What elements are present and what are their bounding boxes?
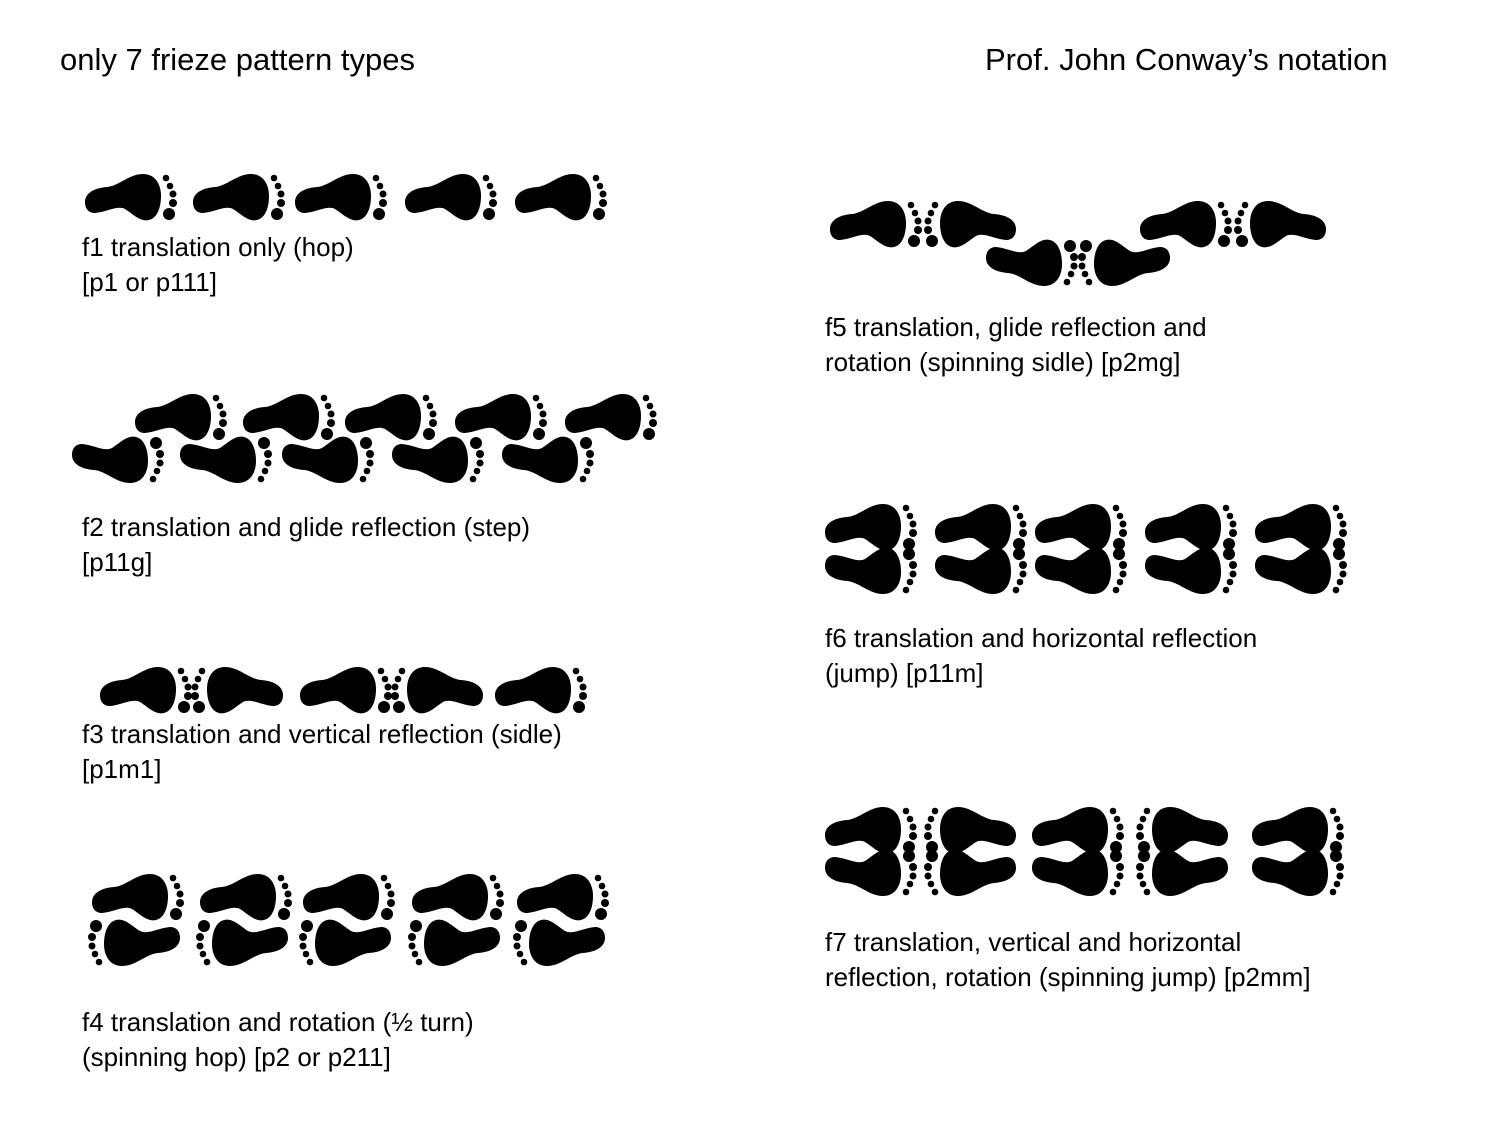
footprint-icon-f7-10 <box>1252 849 1344 896</box>
footprint-icon-f7-8 <box>1136 849 1228 896</box>
pattern-f4-caption-line-1: f4 translation and rotation (½ turn) <box>82 1007 474 1037</box>
footprint-icon-f5-6 <box>1078 239 1170 286</box>
footprint-icon-f3-3 <box>300 667 392 714</box>
header-left-title: only 7 frieze pattern types <box>60 42 415 77</box>
pattern-f7-caption-line-2: reflection, rotation (spinning jump) [p2… <box>825 962 1311 992</box>
pattern-f1-caption-line-2: [p1 or p111] <box>82 267 217 297</box>
pattern-f7-caption: f7 translation, vertical and horizontal … <box>825 925 1311 995</box>
pattern-f3-caption-line-1: f3 translation and vertical reflection (… <box>82 719 562 749</box>
footprint-icon-f5-2 <box>924 201 1016 248</box>
footprint-icon-f6-6 <box>1035 547 1127 594</box>
footprint-icon-f2-4 <box>180 436 272 483</box>
footprint-icon-f4-10 <box>513 919 605 966</box>
footprint-icon-f5-4 <box>1234 201 1326 248</box>
footprint-icon-f6-3 <box>935 504 1027 551</box>
pattern-f5-caption-line-1: f5 translation, glide reflection and <box>825 312 1207 342</box>
footprint-icon-f7-1 <box>825 807 917 854</box>
footprint-icon-f1-3 <box>295 174 387 221</box>
footprint-icon-f6-5 <box>1035 504 1127 551</box>
footprint-icon-f4-3 <box>200 874 292 921</box>
footprint-icon-f7-2 <box>825 849 917 896</box>
footprint-icon-f2-2 <box>72 436 164 483</box>
footprint-icon-f6-2 <box>825 547 917 594</box>
footprint-icon-f6-8 <box>1145 547 1237 594</box>
footprint-icon-f4-7 <box>412 874 504 921</box>
pattern-f4-caption: f4 translation and rotation (½ turn) (sp… <box>82 1005 474 1075</box>
footprint-icon-f2-3 <box>243 394 335 441</box>
pattern-f3-caption-line-2: [p1m1] <box>82 754 162 784</box>
footprint-icon-f2-10 <box>502 436 594 483</box>
footprint-icon-f4-4 <box>196 919 288 966</box>
footprint-icon-f6-10 <box>1255 547 1347 594</box>
footprint-icon-f3-1 <box>100 667 192 714</box>
footprint-icon-f7-4 <box>924 849 1016 896</box>
footprint-icon-f7-3 <box>924 807 1016 854</box>
pattern-f2-caption-line-2: [p11g] <box>82 547 153 577</box>
footprint-icon-f1-4 <box>405 174 497 221</box>
footprint-icon-f1-5 <box>515 174 607 221</box>
footprint-icon-f7-7 <box>1136 807 1228 854</box>
footprint-icon-f2-1 <box>135 394 227 441</box>
footprint-icon-f3-5 <box>495 667 587 714</box>
pattern-f4-caption-line-2: (spinning hop) [p2 or p211] <box>82 1042 391 1072</box>
footprint-icon-f7-9 <box>1252 807 1344 854</box>
footprint-icon-f3-4 <box>391 667 483 714</box>
footprint-icon-f5-5 <box>986 239 1078 286</box>
footprint-icon-f4-8 <box>408 919 500 966</box>
footprint-icon-f2-7 <box>455 394 547 441</box>
footprint-icon-f6-4 <box>935 547 1027 594</box>
pattern-f6-caption-line-2: (jump) [p11m] <box>825 658 984 688</box>
footprint-icon-f4-9 <box>517 874 609 921</box>
footprint-icon-f6-9 <box>1255 504 1347 551</box>
footprint-icon-f6-7 <box>1145 504 1237 551</box>
pattern-f5-caption-line-2: rotation (spinning sidle) [p2mg] <box>825 347 1181 377</box>
footprint-icon-f4-6 <box>299 919 391 966</box>
footprint-icon-f1-1 <box>85 174 177 221</box>
pattern-f6-caption-line-1: f6 translation and horizontal reflection <box>825 623 1258 653</box>
footprint-icon-f7-6 <box>1032 849 1124 896</box>
footprint-icon-f2-9 <box>565 394 657 441</box>
pattern-f1-caption-line-1: f1 translation only (hop) <box>82 232 354 262</box>
footprint-icon-f4-2 <box>88 919 180 966</box>
footprint-icon-f2-8 <box>392 436 484 483</box>
footprint-icon-f4-5 <box>303 874 395 921</box>
header-right-title: Prof. John Conway’s notation <box>985 42 1388 77</box>
footprint-icon-f2-6 <box>282 436 374 483</box>
footprint-icon-f7-5 <box>1032 807 1124 854</box>
pattern-f2-caption-line-1: f2 translation and glide reflection (ste… <box>82 512 531 542</box>
footprint-icon-f4-1 <box>92 874 184 921</box>
footprint-icon-f5-1 <box>830 201 922 248</box>
footprint-icon-f5-3 <box>1140 201 1232 248</box>
footprint-icon-f6-1 <box>825 504 917 551</box>
pattern-f7-caption-line-1: f7 translation, vertical and horizontal <box>825 927 1242 957</box>
pattern-f3-caption: f3 translation and vertical reflection (… <box>82 717 562 787</box>
footprint-icon-f3-2 <box>191 667 283 714</box>
footprint-icon-f1-2 <box>193 174 285 221</box>
pattern-f1-caption: f1 translation only (hop) [p1 or p111] <box>82 230 354 300</box>
pattern-f6-caption: f6 translation and horizontal reflection… <box>825 621 1257 691</box>
pattern-f5-caption: f5 translation, glide reflection and rot… <box>825 310 1207 380</box>
footprint-icon-f2-5 <box>345 394 437 441</box>
pattern-f2-caption: f2 translation and glide reflection (ste… <box>82 510 530 580</box>
